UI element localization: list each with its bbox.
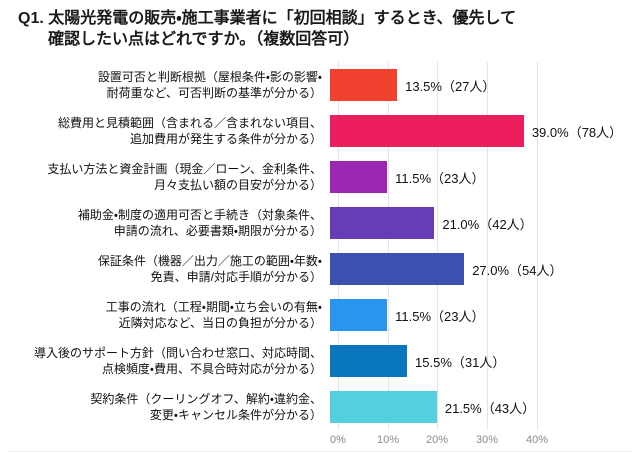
x-tick-10: 10% xyxy=(376,434,400,446)
gridlines xyxy=(338,62,538,430)
chart-title-line1: Q1. 太陽光発電の販売・施工事業者に「初回相談」するとき、優先して xyxy=(18,10,517,27)
bar xyxy=(330,115,524,147)
bar-track: 39.0%（78人） xyxy=(330,108,640,154)
category-label: 補助金・制度の適用可否と手続き（対象条件、 申請の流れ、必要書類・期限が分かる） xyxy=(77,208,322,238)
x-tick-20: 20% xyxy=(425,434,449,446)
bar-track: 21.0%（42人） xyxy=(330,200,640,246)
bottom-divider xyxy=(8,451,632,452)
gridline-10pct xyxy=(388,62,389,430)
chart-title: Q1. 太陽光発電の販売・施工事業者に「初回相談」するとき、優先して 確認したい… xyxy=(0,0,640,50)
bar xyxy=(330,161,388,193)
gridline-0pct xyxy=(338,62,339,430)
category-label: 工事の流れ（工程・期間・立ち会いの有無・ 近隣対応など、当日の負担が分かる） xyxy=(105,300,322,330)
bar-track: 13.5%（27人） xyxy=(330,62,640,108)
category-label: 設置可否と判断根拠（屋根条件・影の影響・ 耐荷重など、可否判断の基準が分かる） xyxy=(97,70,322,100)
x-tick-0: 0% xyxy=(330,434,346,446)
bar-track: 11.5%（23人） xyxy=(330,292,640,338)
chart-title-line2: 確認したい点はどれですか。（複数回答可） xyxy=(48,31,360,48)
bar-value-label: 39.0%（78人） xyxy=(531,124,623,140)
category-label: 総費用と見積範囲（含まれる／含まれない項目、 追加費用が発生する条件が分かる） xyxy=(57,116,322,146)
chart-area: 設置可否と判断根拠（屋根条件・影の影響・ 耐荷重など、可否判断の基準が分かる） 1… xyxy=(0,62,640,452)
bar-track: 27.0%（54人） xyxy=(330,246,640,292)
x-tick-40: 40% xyxy=(525,434,549,446)
chart-row: 補助金・制度の適用可否と手続き（対象条件、 申請の流れ、必要書類・期限が分かる） … xyxy=(0,200,640,246)
category-label: 契約条件（クーリングオフ、解約・違約金、 変更・キャンセル条件が分かる） xyxy=(90,392,322,422)
category-label: 保証条件（機器／出力／施工の範囲・年数・ 免責、申請/対応手順が分かる） xyxy=(97,254,322,284)
bar xyxy=(330,207,435,239)
bar-value-label: 21.0%（42人） xyxy=(442,216,533,232)
bar-track: 15.5%（31人） xyxy=(330,338,640,384)
bar-value-label: 13.5%（27人） xyxy=(405,78,496,94)
x-tick-30: 30% xyxy=(475,434,499,446)
chart-row: 導入後のサポート方針（問い合わせ窓口、対応時間、 点検頻度・費用、不具合時対応が分… xyxy=(0,338,640,384)
chart-row: 設置可否と判断根拠（屋根条件・影の影響・ 耐荷重など、可否判断の基準が分かる） 1… xyxy=(0,62,640,108)
bar-value-label: 15.5%（31人） xyxy=(415,354,506,370)
gridline-30pct xyxy=(487,62,488,430)
category-label: 導入後のサポート方針（問い合わせ窓口、対応時間、 点検頻度・費用、不具合時対応が分… xyxy=(33,346,322,376)
bar-track: 11.5%（23人） xyxy=(330,154,640,200)
chart-row: 保証条件（機器／出力／施工の範囲・年数・ 免責、申請/対応手順が分かる） 27.0… xyxy=(0,246,640,292)
chart-row: 契約条件（クーリングオフ、解約・違約金、 変更・キャンセル条件が分かる） 21.5… xyxy=(0,384,640,430)
x-axis: 0% 10% 20% 30% 40% xyxy=(330,432,640,452)
chart-row: 支払い方法と資金計画（現金／ローン、金利条件、 月々支払い額の目安が分かる） 11… xyxy=(0,154,640,200)
gridline-20pct xyxy=(437,62,438,430)
bar-value-label: 11.5%（23人） xyxy=(395,170,485,186)
bar xyxy=(330,253,465,285)
bar-track: 21.5%（43人） xyxy=(330,384,640,430)
bar xyxy=(330,345,408,377)
bar-value-label: 21.5%（43人） xyxy=(444,400,536,416)
chart-row: 工事の流れ（工程・期間・立ち会いの有無・ 近隣対応など、当日の負担が分かる） 11… xyxy=(0,292,640,338)
bar xyxy=(330,69,398,101)
bar-value-label: 11.5%（23人） xyxy=(395,308,485,324)
bar xyxy=(330,391,437,423)
gridline-40pct xyxy=(537,62,538,430)
category-label: 支払い方法と資金計画（現金／ローン、金利条件、 月々支払い額の目安が分かる） xyxy=(47,162,322,192)
chart-row: 総費用と見積範囲（含まれる／含まれない項目、 追加費用が発生する条件が分かる） 3… xyxy=(0,108,640,154)
bar-value-label: 27.0%（54人） xyxy=(472,262,563,278)
bar xyxy=(330,299,388,331)
